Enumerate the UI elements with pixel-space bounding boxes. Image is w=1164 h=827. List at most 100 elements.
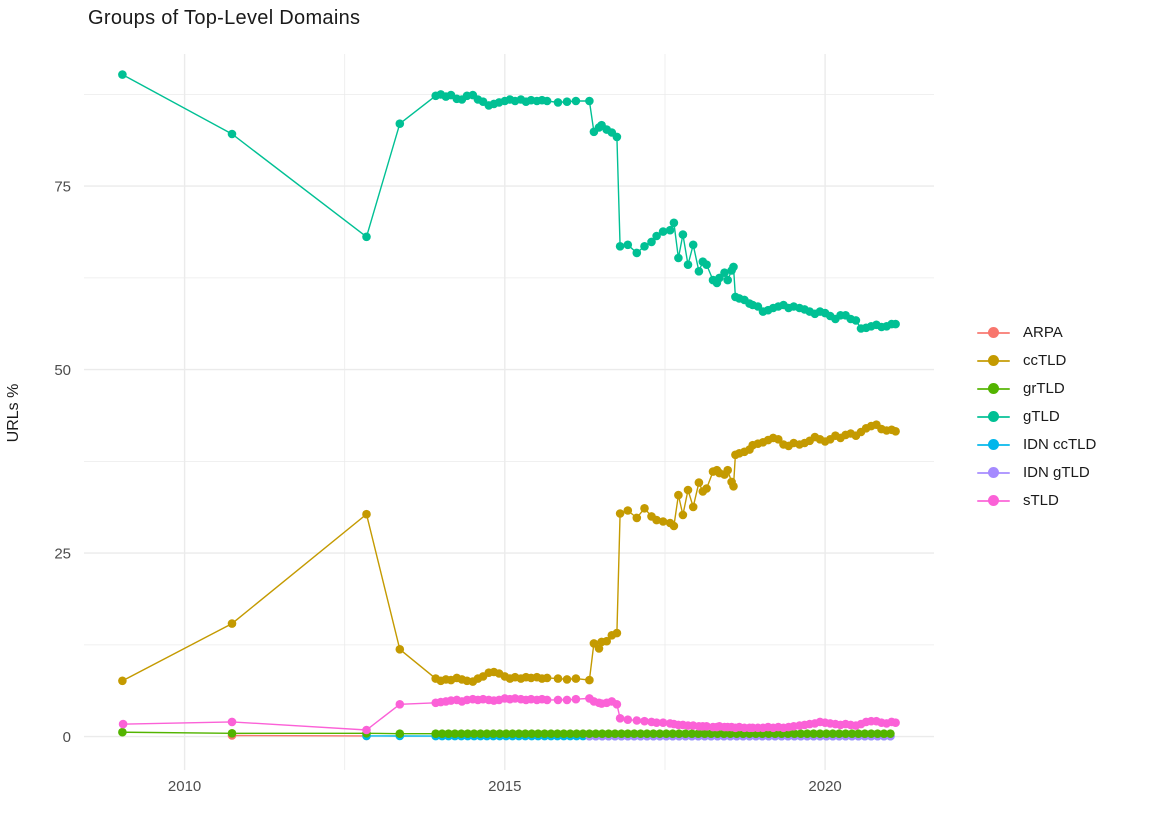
data-point xyxy=(612,628,622,638)
data-point xyxy=(655,729,665,738)
data-point xyxy=(469,729,479,738)
data-point xyxy=(362,725,371,735)
data-point xyxy=(683,260,693,270)
data-point xyxy=(562,695,572,705)
data-point xyxy=(764,729,773,738)
data-point xyxy=(602,636,611,646)
data-point xyxy=(647,237,656,247)
data-point xyxy=(118,727,127,737)
data-point xyxy=(891,319,900,329)
data-point xyxy=(450,729,460,738)
data-point xyxy=(553,729,562,738)
data-point xyxy=(457,729,466,738)
data-point xyxy=(612,132,622,142)
data-point xyxy=(521,729,530,738)
data-point xyxy=(437,729,447,738)
data-point xyxy=(815,729,825,738)
data-point xyxy=(632,248,642,258)
data-point xyxy=(118,676,127,686)
data-point xyxy=(642,729,652,738)
data-point xyxy=(629,729,639,738)
data-point xyxy=(726,729,735,738)
data-point xyxy=(636,729,645,738)
data-point xyxy=(395,729,405,738)
y-axis-title: URLs % xyxy=(5,383,22,443)
data-point xyxy=(585,675,594,685)
data-point xyxy=(604,729,613,738)
data-point xyxy=(822,729,831,738)
data-point xyxy=(720,268,729,278)
legend-key-icon xyxy=(977,350,1010,371)
series-line xyxy=(122,73,896,330)
legend-key-icon xyxy=(977,490,1010,511)
data-point xyxy=(615,509,625,518)
data-point xyxy=(719,729,729,738)
series-cctld xyxy=(118,420,900,686)
legend-key-icon xyxy=(977,322,1010,343)
data-point xyxy=(508,729,517,738)
legend-item-gtld: gTLD xyxy=(977,406,1096,427)
data-point xyxy=(674,490,683,500)
data-point xyxy=(565,729,575,738)
data-point xyxy=(632,716,642,725)
data-point xyxy=(866,729,876,738)
data-point xyxy=(847,729,857,738)
data-point xyxy=(362,509,371,519)
y-tick-label: 75 xyxy=(54,179,71,196)
data-point xyxy=(617,729,626,738)
data-point xyxy=(640,242,649,251)
data-point xyxy=(571,694,581,704)
data-point xyxy=(476,729,485,738)
data-point xyxy=(640,504,649,513)
data-point xyxy=(700,729,709,738)
data-point xyxy=(729,482,738,491)
data-point xyxy=(706,729,716,738)
data-point xyxy=(553,695,563,705)
data-point xyxy=(879,729,889,738)
data-point xyxy=(694,478,704,487)
data-point xyxy=(585,729,594,738)
legend-item-cctld: ccTLD xyxy=(977,350,1096,371)
y-tick-label: 50 xyxy=(54,362,71,379)
data-point xyxy=(559,729,569,738)
series-stld xyxy=(118,694,900,735)
data-point xyxy=(658,517,668,526)
data-point xyxy=(118,70,127,79)
data-point xyxy=(395,119,405,128)
data-point xyxy=(828,729,838,738)
legend-key-icon xyxy=(977,406,1010,427)
data-point xyxy=(489,729,498,738)
legend-key-icon xyxy=(977,378,1010,399)
data-point xyxy=(694,729,703,738)
data-point xyxy=(542,673,552,683)
data-point xyxy=(571,674,581,683)
data-point xyxy=(395,645,405,654)
data-point xyxy=(597,729,607,738)
data-point xyxy=(615,242,625,251)
data-point xyxy=(612,700,622,709)
data-point xyxy=(796,729,806,738)
data-point xyxy=(688,240,698,250)
data-point xyxy=(542,96,552,106)
data-point xyxy=(572,729,581,738)
legend-key-icon xyxy=(977,462,1010,483)
data-point xyxy=(594,644,604,653)
data-point xyxy=(553,98,563,107)
legend-item-grtld: grTLD xyxy=(977,378,1096,399)
data-point xyxy=(585,96,594,106)
x-tick-label: 2020 xyxy=(808,778,841,795)
data-point xyxy=(591,729,601,738)
data-point xyxy=(632,513,642,523)
legend-item-idn-cctld: IDN ccTLD xyxy=(977,434,1096,455)
data-point xyxy=(227,729,237,738)
data-point xyxy=(802,729,812,738)
data-point xyxy=(658,227,668,236)
data-point xyxy=(562,97,572,106)
data-point xyxy=(533,729,543,738)
data-point xyxy=(546,729,556,738)
data-point xyxy=(713,729,722,738)
data-point xyxy=(723,465,732,475)
data-point xyxy=(891,718,900,727)
legend-label: ccTLD xyxy=(1023,352,1067,369)
